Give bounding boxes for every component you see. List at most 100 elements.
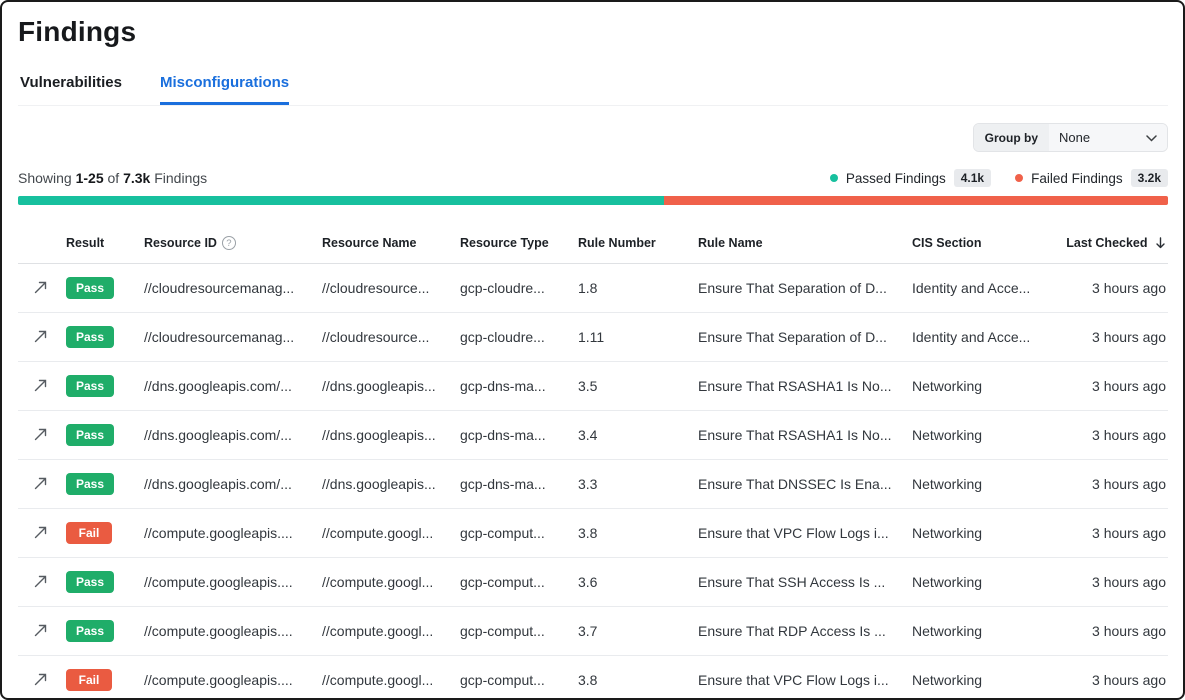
resource-type-cell: gcp-comput... [460, 655, 578, 698]
header-rule-name: Rule Name [698, 224, 912, 264]
failed-bar-segment [663, 196, 1168, 205]
showing-of: of [107, 170, 120, 186]
cis-section-cell: Identity and Acce... [912, 263, 1064, 313]
showing-prefix: Showing [18, 170, 72, 186]
passed-label: Passed Findings [845, 170, 946, 186]
sort-desc-icon[interactable] [1155, 237, 1166, 249]
resource-type-cell: gcp-comput... [460, 557, 578, 607]
expand-row-icon[interactable] [31, 327, 49, 345]
group-by-value[interactable]: None [1049, 124, 1167, 151]
resource-id-cell: //dns.googleapis.com/... [144, 459, 322, 509]
resource-name-cell: //compute.googl... [322, 557, 460, 607]
status-badge: Pass [66, 571, 115, 593]
resource-name-cell: //compute.googl... [322, 508, 460, 558]
resource-name-cell: //dns.googleapis... [322, 361, 460, 411]
tab-misconfigurations[interactable]: Misconfigurations [159, 74, 290, 105]
rule-name-cell: Ensure that VPC Flow Logs i... [698, 508, 912, 558]
rule-name-cell: Ensure That SSH Access Is ... [698, 557, 912, 607]
tab-vulnerabilities[interactable]: Vulnerabilities [20, 74, 122, 91]
header-resource-id: Resource ID [144, 224, 322, 264]
resource-type-cell: gcp-dns-ma... [460, 361, 578, 411]
expand-row-icon[interactable] [31, 376, 49, 394]
resource-type-cell: gcp-dns-ma... [460, 459, 578, 509]
showing-total: 7.3k [123, 170, 151, 186]
resource-name-cell: //cloudresource... [322, 312, 460, 362]
rule-number-cell: 3.3 [578, 459, 698, 509]
expand-row-icon[interactable] [31, 425, 49, 443]
resource-type-cell: gcp-cloudre... [460, 312, 578, 362]
table-body: Pass //cloudresourcemanag... //cloudreso… [18, 263, 1168, 698]
table-row[interactable]: Pass //dns.googleapis.com/... //dns.goog… [18, 361, 1168, 411]
header-resource-id-label: Resource ID [144, 236, 217, 250]
rule-name-cell: Ensure That RDP Access Is ... [698, 606, 912, 656]
rule-name-cell: Ensure That Separation of D... [698, 263, 912, 313]
resource-id-cell: //cloudresourcemanag... [144, 312, 322, 362]
summary-row: Showing 1-25 of 7.3k Findings Passed Fin… [18, 169, 1168, 187]
table-row[interactable]: Fail //compute.googleapis.... //compute.… [18, 508, 1168, 558]
resource-name-cell: //cloudresource... [322, 263, 460, 313]
failed-dot [1015, 174, 1024, 182]
rule-name-cell: Ensure That RSASHA1 Is No... [698, 410, 912, 460]
status-badge: Pass [66, 620, 115, 642]
expand-row-icon[interactable] [31, 621, 49, 639]
last-checked-cell: 3 hours ago [1064, 361, 1168, 411]
rule-number-cell: 3.6 [578, 557, 698, 607]
expand-column-header [18, 224, 66, 264]
header-last-checked[interactable]: Last Checked [1064, 224, 1168, 264]
cis-section-cell: Networking [912, 606, 1064, 656]
resource-type-cell: gcp-cloudre... [460, 263, 578, 313]
toolbar: Group by None [18, 123, 1168, 152]
expand-row-icon[interactable] [31, 523, 49, 541]
resource-type-cell: gcp-comput... [460, 606, 578, 656]
resource-id-cell: //cloudresourcemanag... [144, 263, 322, 313]
expand-row-icon[interactable] [31, 278, 49, 296]
showing-suffix: Findings [154, 170, 208, 186]
table-row[interactable]: Pass //compute.googleapis.... //compute.… [18, 557, 1168, 607]
rule-number-cell: 3.5 [578, 361, 698, 411]
table-header: Result Resource ID Resource Name Resourc… [18, 224, 1168, 264]
resource-name-cell: //dns.googleapis... [322, 410, 460, 460]
resource-type-cell: gcp-comput... [460, 508, 578, 558]
last-checked-cell: 3 hours ago [1064, 557, 1168, 607]
resource-name-cell: //compute.googl... [322, 655, 460, 698]
rule-name-cell: Ensure That Separation of D... [698, 312, 912, 362]
cis-section-cell: Identity and Acce... [912, 312, 1064, 362]
findings-table: Result Resource ID Resource Name Resourc… [18, 224, 1168, 698]
page-title: Findings [18, 16, 137, 47]
table-row[interactable]: Pass //cloudresourcemanag... //cloudreso… [18, 312, 1168, 362]
expand-row-icon[interactable] [31, 572, 49, 590]
passed-count-badge: 4.1k [953, 169, 992, 187]
header-last-checked-label: Last Checked [1066, 236, 1148, 250]
group-by-dropdown[interactable]: Group by None [972, 123, 1168, 152]
status-badge: Pass [66, 375, 115, 397]
rule-number-cell: 3.4 [578, 410, 698, 460]
status-badge: Fail [66, 669, 112, 691]
legend: Passed Findings 4.1k Failed Findings 3.2… [829, 169, 1168, 187]
rule-name-cell: Ensure That RSASHA1 Is No... [698, 361, 912, 411]
tab-bar: Vulnerabilities Misconfigurations [18, 74, 1168, 106]
table-row[interactable]: Pass //dns.googleapis.com/... //dns.goog… [18, 459, 1168, 509]
header-result: Result [66, 224, 144, 264]
table-row[interactable]: Fail //compute.googleapis.... //compute.… [18, 655, 1168, 698]
expand-row-icon[interactable] [31, 670, 49, 688]
help-icon[interactable] [221, 236, 236, 250]
table-row[interactable]: Pass //compute.googleapis.... //compute.… [18, 606, 1168, 656]
cis-section-cell: Networking [912, 508, 1064, 558]
status-badge: Fail [66, 522, 112, 544]
last-checked-cell: 3 hours ago [1064, 606, 1168, 656]
chevron-down-icon [1146, 130, 1157, 145]
table-row[interactable]: Pass //dns.googleapis.com/... //dns.goog… [18, 410, 1168, 460]
rule-number-cell: 1.8 [578, 263, 698, 313]
legend-failed: Failed Findings 3.2k [1015, 169, 1168, 187]
status-badge: Pass [66, 473, 115, 495]
resource-id-cell: //compute.googleapis.... [144, 655, 322, 698]
resource-id-cell: //compute.googleapis.... [144, 606, 322, 656]
last-checked-cell: 3 hours ago [1064, 459, 1168, 509]
failed-count-badge: 3.2k [1130, 169, 1168, 187]
cis-section-cell: Networking [912, 410, 1064, 460]
resource-name-cell: //dns.googleapis... [322, 459, 460, 509]
group-by-label: Group by [973, 124, 1049, 151]
table-row[interactable]: Pass //cloudresourcemanag... //cloudreso… [18, 263, 1168, 313]
expand-row-icon[interactable] [31, 474, 49, 492]
last-checked-cell: 3 hours ago [1064, 410, 1168, 460]
